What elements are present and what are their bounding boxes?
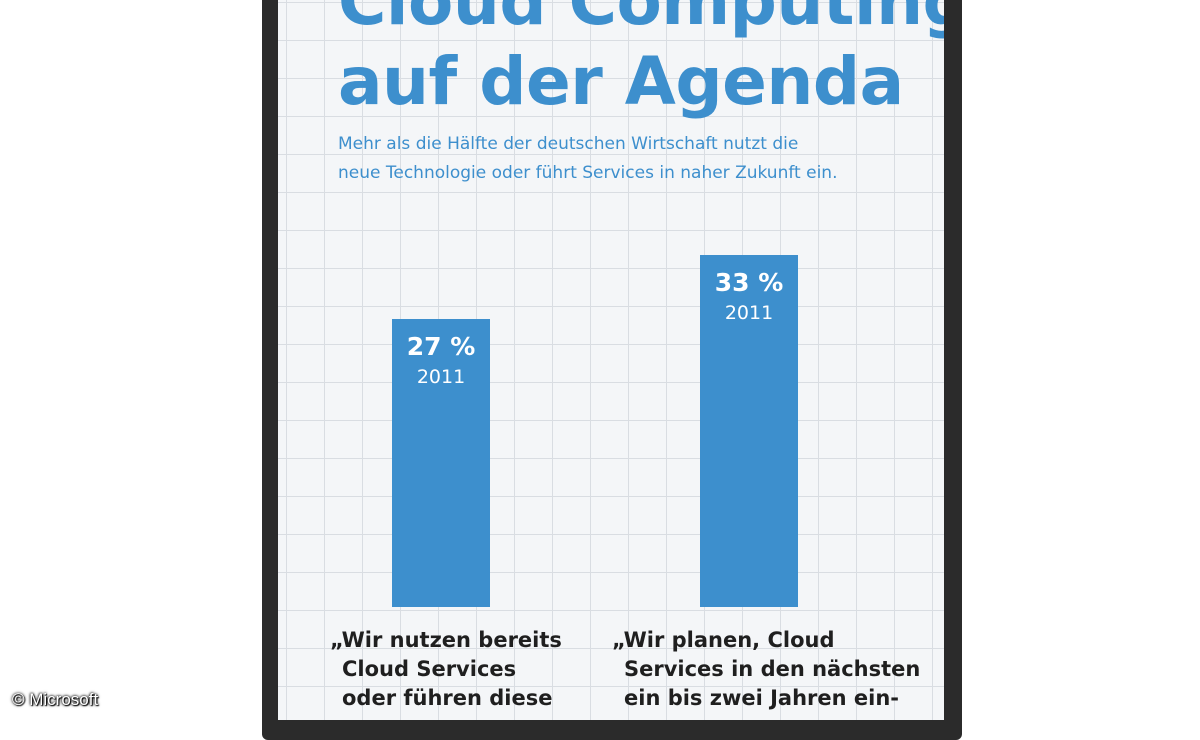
- bar-value-label-2: 33 %: [715, 268, 784, 297]
- caption-1-line-2: Cloud Services: [342, 657, 517, 681]
- caption-1-line-1: „Wir nutzen bereits: [330, 628, 562, 652]
- subtitle-line-2: neue Technologie oder führt Services in …: [338, 163, 838, 183]
- bar-1: [392, 319, 490, 607]
- bar-caption-1: „Wir nutzen bereits Cloud Services oder …: [330, 626, 562, 713]
- caption-2-line-2: Services in den nächsten: [624, 657, 921, 681]
- subtitle-line-1: Mehr als die Hälfte der deutschen Wirtsc…: [338, 134, 799, 154]
- copyright-notice: © Microsoft: [12, 690, 99, 709]
- title-line-2: auf der Agenda: [338, 43, 904, 120]
- chart-title: Cloud Computing auf der Agenda: [338, 0, 944, 122]
- caption-1-line-3: oder führen diese: [342, 686, 553, 710]
- caption-2-line-1: „Wir planen, Cloud: [612, 628, 835, 652]
- bar-chart: 27 % 2011 33 % 2011: [392, 255, 798, 607]
- title-line-1: Cloud Computing: [338, 0, 944, 40]
- whiteboard: Cloud Computing auf der Agenda Mehr als …: [278, 0, 944, 720]
- caption-2-line-3: ein bis zwei Jahren ein-: [624, 686, 900, 710]
- bar-year-label-2: 2011: [725, 302, 773, 324]
- bar-year-label-1: 2011: [417, 366, 465, 388]
- bar-caption-2: „Wir planen, Cloud Services in den nächs…: [612, 626, 920, 713]
- bar-value-label-1: 27 %: [407, 332, 476, 361]
- bar-2: [700, 255, 798, 607]
- chart-subtitle: Mehr als die Hälfte der deutschen Wirtsc…: [338, 130, 928, 188]
